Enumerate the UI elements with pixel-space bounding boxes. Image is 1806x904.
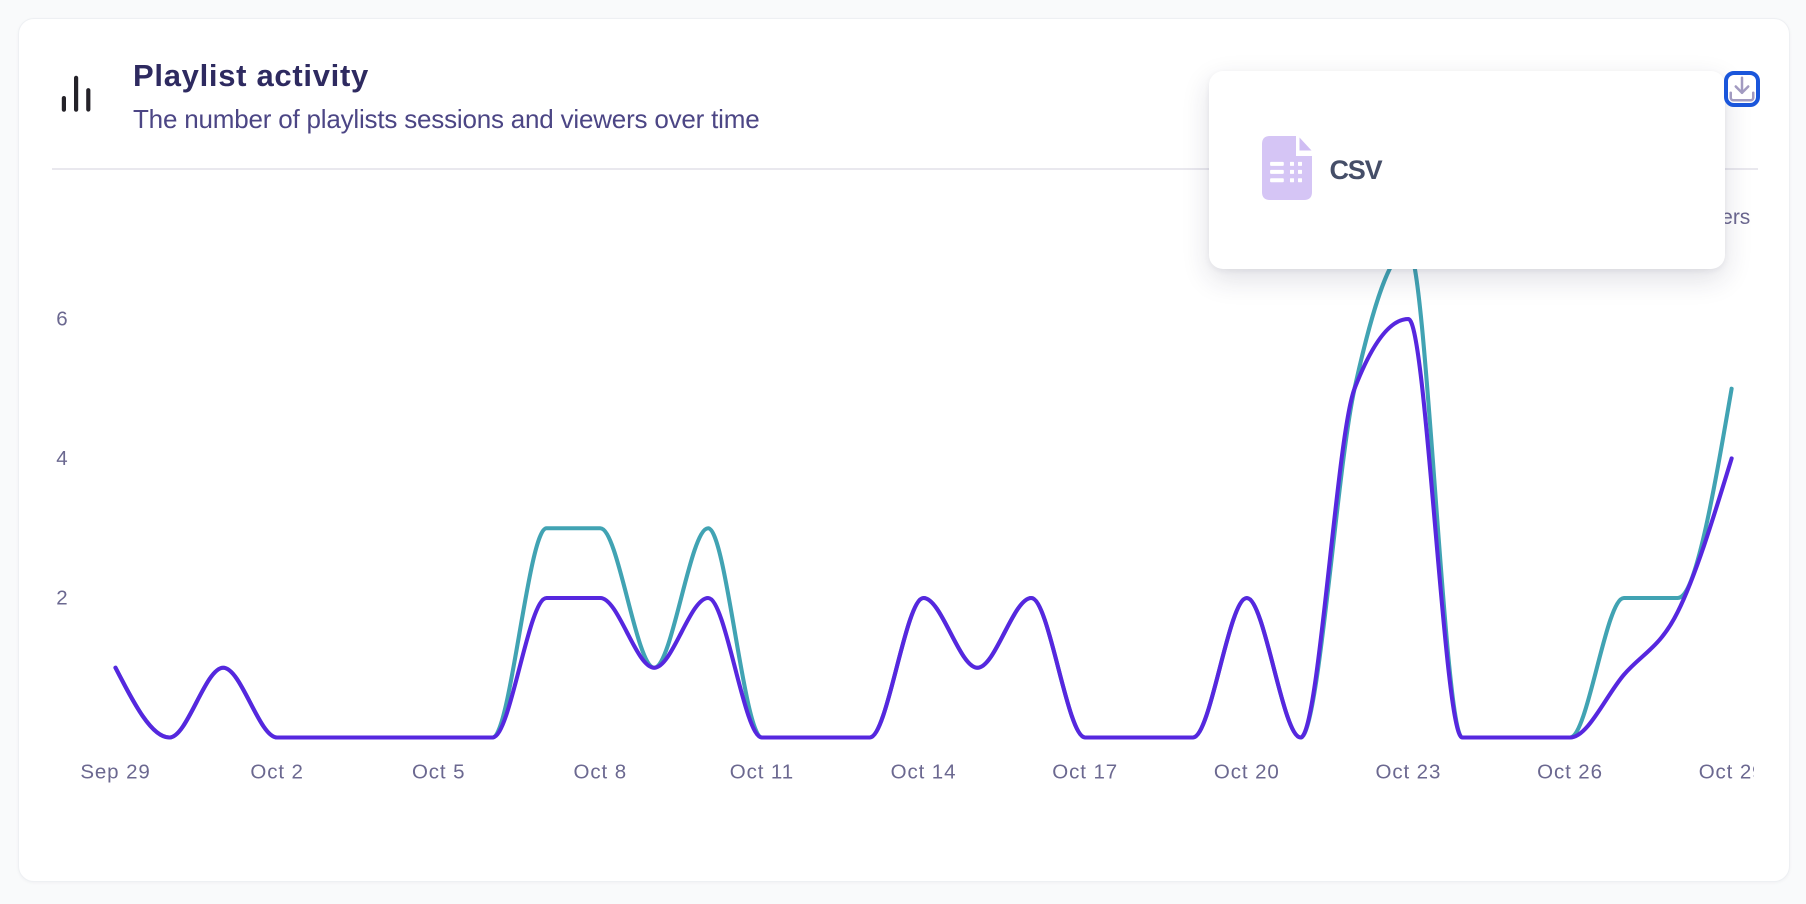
svg-text:Oct 17: Oct 17 xyxy=(1052,761,1118,784)
svg-text:Oct 29: Oct 29 xyxy=(1699,761,1754,784)
svg-text:Oct 26: Oct 26 xyxy=(1537,761,1603,784)
svg-text:6: 6 xyxy=(56,308,67,331)
svg-text:Sep 29: Sep 29 xyxy=(80,761,150,784)
svg-text:4: 4 xyxy=(56,447,67,470)
svg-text:Oct 11: Oct 11 xyxy=(730,761,794,784)
svg-text:Oct 5: Oct 5 xyxy=(412,761,466,784)
svg-text:Oct 8: Oct 8 xyxy=(574,761,628,784)
svg-text:2: 2 xyxy=(56,587,67,610)
svg-text:Oct 20: Oct 20 xyxy=(1214,761,1280,784)
svg-text:Oct 23: Oct 23 xyxy=(1376,761,1442,784)
svg-text:Oct 2: Oct 2 xyxy=(250,761,304,784)
svg-text:Oct 14: Oct 14 xyxy=(891,761,957,784)
